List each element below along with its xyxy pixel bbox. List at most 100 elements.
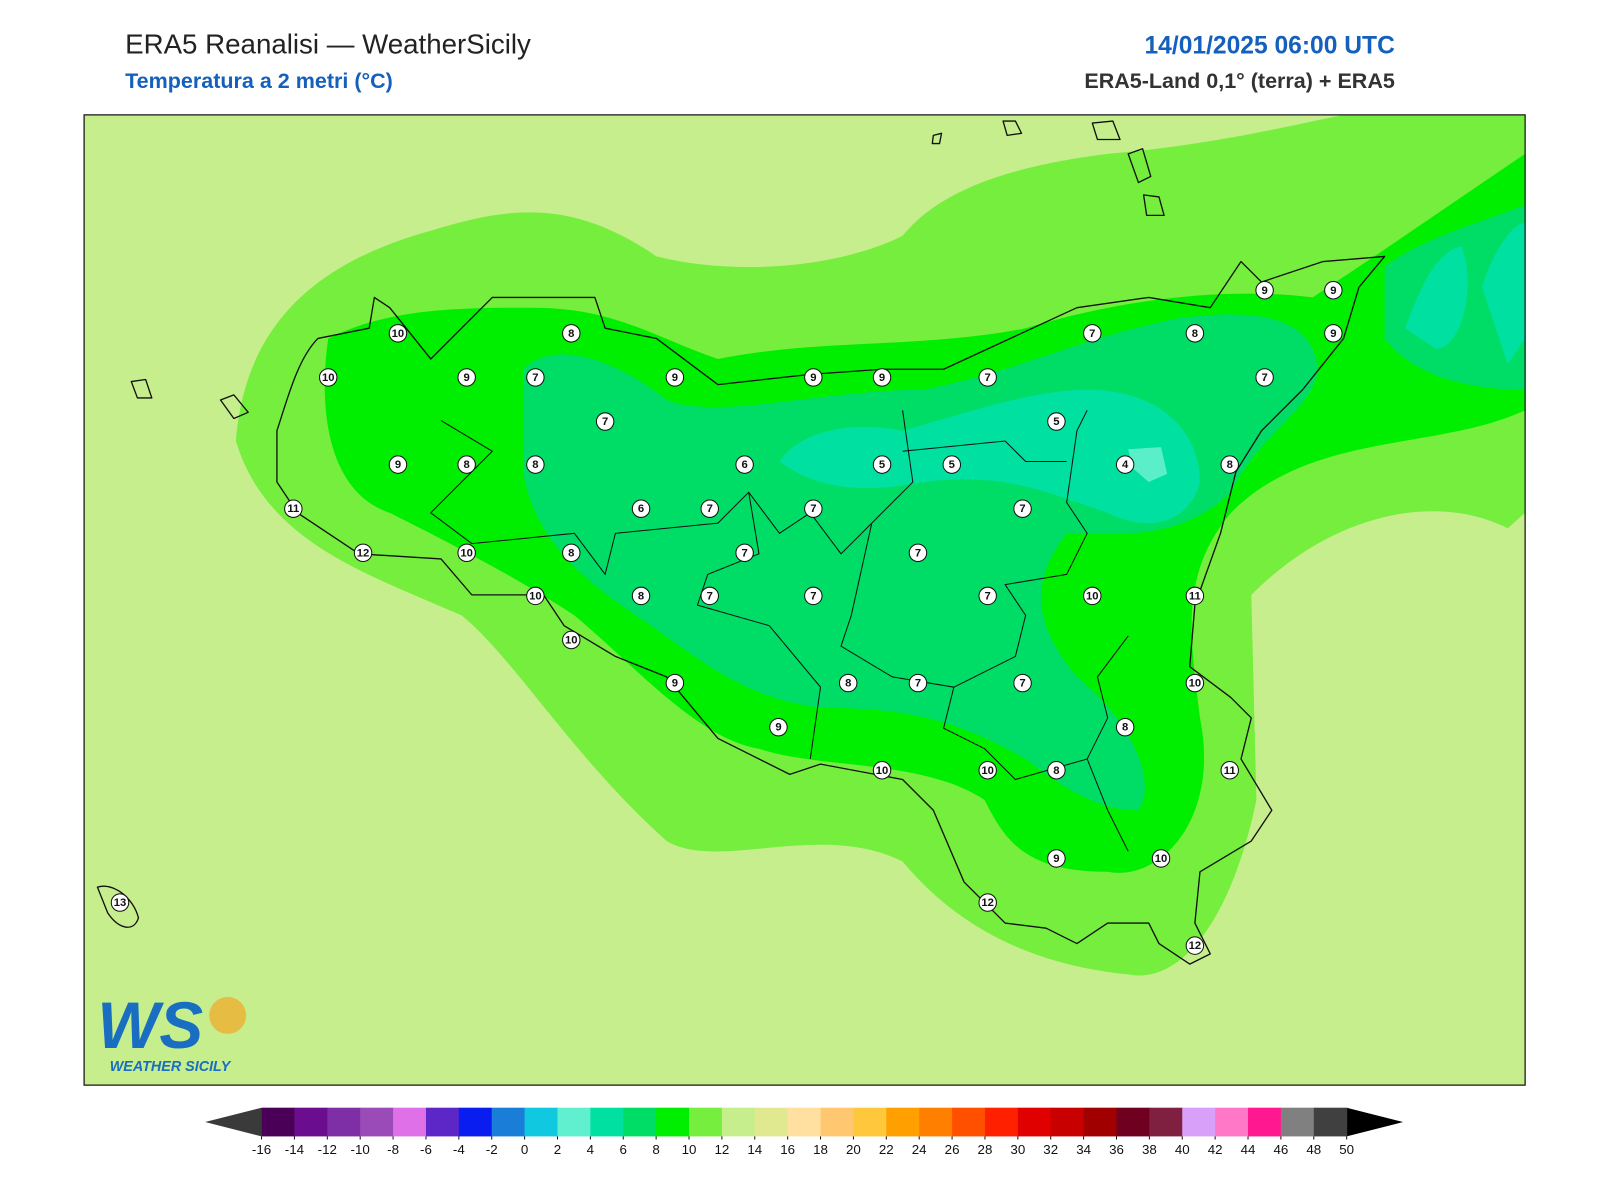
colorbar-tick-label: 36: [1109, 1142, 1124, 1157]
station-marker: [1047, 761, 1066, 780]
station-marker: [908, 543, 928, 563]
station-value: 5: [949, 459, 955, 471]
colorbar-swatch: [360, 1107, 394, 1137]
station-marker: [1220, 761, 1239, 780]
colorbar-swatch: [952, 1107, 986, 1137]
station-marker: [978, 586, 997, 606]
station-marker: [1220, 455, 1239, 474]
station-value: 8: [1227, 459, 1233, 471]
colorbar: -16 -14 -12 -10 -8 -6 -4 -2 0 2 4 6 8 10 12 14 16 18 20 22 2…: [205, 1107, 1404, 1157]
station-marker: [457, 368, 476, 387]
colorbar-swatch: [1215, 1107, 1249, 1137]
colorbar-swatch: [1280, 1107, 1315, 1137]
colorbar-swatch: [820, 1107, 854, 1137]
station-marker: [769, 717, 788, 737]
station-value: 7: [602, 416, 608, 428]
station-marker: [318, 368, 338, 387]
colorbar-tick-label: 12: [714, 1142, 729, 1157]
colorbar-tick-label: 34: [1076, 1142, 1091, 1157]
colorbar-tick-label: 16: [780, 1142, 795, 1157]
colorbar-tick-label: 6: [620, 1142, 627, 1157]
colorbar-swatch: [1116, 1107, 1150, 1137]
colorbar-tick-label: 2: [554, 1142, 561, 1157]
station-marker: [735, 455, 754, 474]
station-value: 7: [915, 678, 921, 690]
station-value: 7: [915, 547, 921, 559]
colorbar-swatch: [984, 1107, 1019, 1137]
station-marker: [1115, 717, 1135, 737]
station-marker: [457, 455, 476, 474]
field: [84, 114, 1526, 1086]
colorbar-tick-label: 38: [1142, 1142, 1157, 1157]
colorbar-swatch: [1050, 1107, 1085, 1137]
station-value: 12: [981, 897, 994, 909]
station-marker: [1255, 368, 1274, 387]
station-marker: [110, 893, 130, 912]
station-marker: [804, 499, 823, 518]
station-value: 7: [707, 503, 713, 515]
colorbar-swatch: [458, 1107, 493, 1137]
station-value: 10: [392, 328, 405, 340]
colorbar-swatch: [754, 1107, 789, 1137]
station-marker: [457, 543, 476, 563]
station-value: 9: [1330, 328, 1336, 340]
colorbar-tick-label: 28: [978, 1142, 993, 1157]
station-marker: [735, 543, 754, 563]
colorbar-swatch: [590, 1107, 624, 1137]
colorbar-tick-label: 4: [587, 1142, 595, 1157]
station-marker: [1013, 673, 1032, 693]
colorbar-tick-label: -2: [486, 1142, 498, 1157]
station-value: 7: [810, 590, 816, 602]
station-value: 5: [1053, 416, 1059, 428]
colorbar-swatch: [1182, 1107, 1216, 1137]
station-value: 7: [1261, 372, 1267, 384]
station-value: 9: [775, 722, 781, 734]
station-marker: [284, 499, 303, 518]
colorbar-tick-label: 10: [682, 1142, 697, 1157]
station-marker: [978, 761, 997, 780]
colorbar-swatch: [491, 1107, 526, 1137]
station-marker: [665, 368, 685, 387]
station-value: 8: [1192, 328, 1198, 340]
station-marker: [872, 368, 892, 387]
station-marker: [1255, 281, 1274, 300]
colorbar-swatch: [623, 1107, 657, 1137]
station-value: 4: [1122, 459, 1129, 471]
colorbar-swatch: [1313, 1107, 1348, 1137]
station-marker: [1185, 586, 1205, 606]
station-value: 7: [532, 372, 538, 384]
station-value: 10: [1086, 590, 1099, 602]
colorbar-swatch: [1248, 1107, 1282, 1137]
colorbar-swatch: [689, 1107, 723, 1137]
station-value: 8: [532, 459, 538, 471]
colorbar-swatch: [721, 1107, 756, 1137]
colorbar-tick-label: -16: [252, 1142, 271, 1157]
colorbar-swatch: [886, 1107, 920, 1137]
station-marker: [700, 586, 719, 606]
station-marker: [353, 543, 373, 563]
station-marker: [942, 455, 962, 474]
colorbar-swatch: [425, 1107, 460, 1137]
colorbar-tick-label: 32: [1043, 1142, 1058, 1157]
station-value: 6: [741, 459, 747, 471]
station-marker: [1185, 324, 1205, 343]
station-value: 7: [1089, 328, 1095, 340]
station-value: 9: [810, 372, 816, 384]
station-marker: [562, 630, 581, 650]
colorbar-under: [205, 1107, 262, 1137]
colorbar-tick-label: 24: [912, 1142, 927, 1157]
station-marker: [804, 586, 823, 606]
station-marker: [1185, 936, 1205, 955]
station-value: 9: [1053, 853, 1059, 865]
station-marker: [1324, 281, 1343, 300]
station-marker: [526, 455, 545, 474]
colorbar-tick-label: 0: [521, 1142, 528, 1157]
colorbar-swatch: [393, 1107, 427, 1137]
station-value: 11: [1189, 590, 1201, 602]
colorbar-tick-label: 44: [1241, 1142, 1256, 1157]
station-value: 10: [981, 765, 994, 777]
stations: 10 8 10 9 7 9 9 9 7 7 8 9 9 9 7 7 5 9 8 8 6 5 5 4 8 11 6 7 7 7 12 10 8 7 7…: [110, 281, 1343, 955]
station-value: 7: [1019, 678, 1025, 690]
station-value: 10: [322, 372, 335, 384]
colorbar-tick-label: 8: [652, 1142, 659, 1157]
